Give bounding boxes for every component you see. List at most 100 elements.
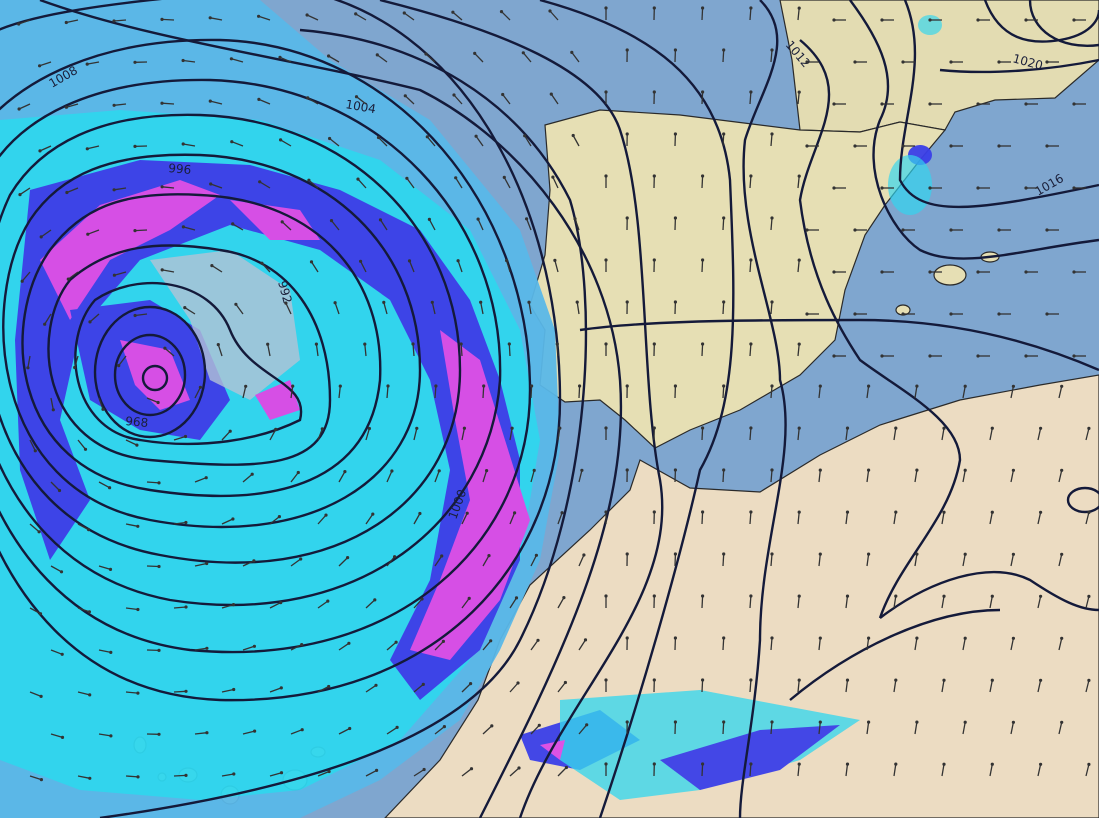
wind-arrow-icon [797, 428, 800, 441]
wind-arrow-icon [290, 386, 294, 399]
wind-arrow-head [260, 261, 264, 265]
wind-arrow-head [184, 689, 188, 693]
wind-arrow-icon [557, 767, 567, 777]
wind-arrow-icon [501, 11, 511, 21]
wind-arrow-head [770, 468, 774, 472]
wind-arrow-icon [482, 725, 493, 735]
wind-arrow-icon [164, 347, 175, 357]
wind-arrow-icon [307, 97, 319, 105]
wind-arrow-head [818, 384, 822, 388]
wind-arrow-head [258, 180, 262, 184]
wind-arrow-head [571, 133, 575, 138]
wind-arrow-icon [269, 772, 282, 777]
wind-arrow-head [1045, 60, 1049, 64]
wind-arrow-icon [1058, 554, 1063, 567]
wind-arrow-icon [749, 511, 752, 525]
wind-arrow-head [452, 93, 456, 97]
wind-arrow-icon [866, 554, 870, 567]
wind-arrow-icon [356, 96, 367, 105]
wind-arrow-head [136, 775, 140, 779]
wind-arrow-head [901, 60, 905, 64]
wind-arrow-head [367, 426, 371, 431]
wind-arrow-icon [701, 427, 704, 441]
wind-arrow-icon [866, 386, 870, 399]
wind-arrow-icon [434, 470, 440, 483]
wind-arrow-icon [386, 641, 397, 651]
wind-arrow-head [465, 511, 469, 515]
wind-arrow-head [673, 384, 678, 388]
wind-arrow-head [701, 6, 705, 10]
wind-arrow-head [157, 481, 161, 485]
wind-arrow-icon [797, 8, 800, 21]
wind-arrow-icon [40, 229, 52, 238]
wind-arrow-head [1011, 384, 1016, 388]
wind-arrow-icon [893, 764, 897, 777]
wind-arrow-head [411, 342, 415, 346]
wind-arrow-icon [125, 439, 138, 446]
wind-arrow-icon [242, 560, 255, 567]
wind-arrow-head [376, 135, 381, 140]
wind-arrow-head [469, 767, 474, 771]
wind-arrow-head [722, 300, 726, 304]
wind-arrow-icon [475, 135, 484, 147]
wind-arrow-head [749, 342, 753, 346]
wind-arrow-icon [797, 764, 800, 777]
wind-arrow-icon [259, 181, 271, 189]
wind-arrow-icon [19, 187, 31, 196]
wind-arrow-head [39, 778, 44, 782]
wind-arrow-head [456, 259, 460, 263]
wind-arrow-head [459, 342, 463, 346]
wind-arrow-icon [460, 343, 463, 357]
wind-arrow-head [517, 766, 521, 770]
wind-arrow-head [976, 18, 980, 22]
wind-arrow-icon [18, 103, 31, 110]
wind-arrow-icon [701, 175, 704, 189]
wind-arrow-icon [290, 729, 303, 735]
wind-arrow-icon [194, 647, 207, 651]
wind-arrow-icon [749, 595, 752, 609]
wind-arrow-icon [258, 98, 271, 105]
precipitation-field [0, 0, 942, 818]
wind-arrow-icon [1085, 512, 1090, 525]
wind-arrow-icon [1058, 386, 1063, 399]
wind-arrow-icon [146, 481, 160, 484]
wind-arrow-head [832, 102, 836, 106]
wind-arrow-icon [1010, 386, 1015, 399]
wind-arrow-head [805, 144, 809, 148]
wind-arrow-head [440, 554, 444, 558]
wind-arrow-icon [125, 775, 139, 778]
wind-arrow-icon [701, 343, 704, 357]
wind-arrow-icon [315, 344, 319, 357]
wind-arrow-head [133, 313, 137, 318]
wind-arrow-icon [412, 343, 415, 357]
wind-arrow-head [558, 426, 562, 430]
wind-arrow-head [204, 476, 208, 480]
wind-arrow-head [117, 364, 121, 368]
wind-arrow-head [853, 144, 857, 148]
wind-arrow-icon [797, 92, 800, 105]
wind-arrow-icon [528, 302, 532, 315]
wind-arrow-icon [1058, 638, 1063, 651]
wind-arrow-icon [235, 303, 244, 315]
wind-arrow-head [560, 511, 564, 515]
wind-arrow-icon [217, 344, 223, 357]
wind-arrow-icon [66, 103, 79, 108]
wind-arrow-head [88, 776, 92, 780]
wind-arrow-head [867, 720, 871, 724]
wind-arrow-head [390, 469, 394, 473]
wind-arrow-head [17, 107, 21, 111]
wind-arrow-icon [360, 261, 367, 273]
wind-arrow-head [87, 528, 91, 532]
wind-arrow-head [625, 468, 629, 472]
wind-arrow-icon [406, 177, 415, 189]
wind-arrow-icon [428, 219, 436, 231]
wind-arrow-icon [211, 265, 223, 273]
wind-arrow-icon [749, 427, 752, 441]
wind-arrow-icon [194, 732, 207, 735]
wind-arrow-icon [1010, 722, 1015, 735]
wind-arrow-head [880, 18, 884, 22]
wind-arrow-icon [482, 555, 490, 567]
wind-arrow-icon [386, 726, 398, 735]
wind-arrow-icon [962, 638, 966, 651]
wind-arrow-icon [571, 52, 580, 63]
